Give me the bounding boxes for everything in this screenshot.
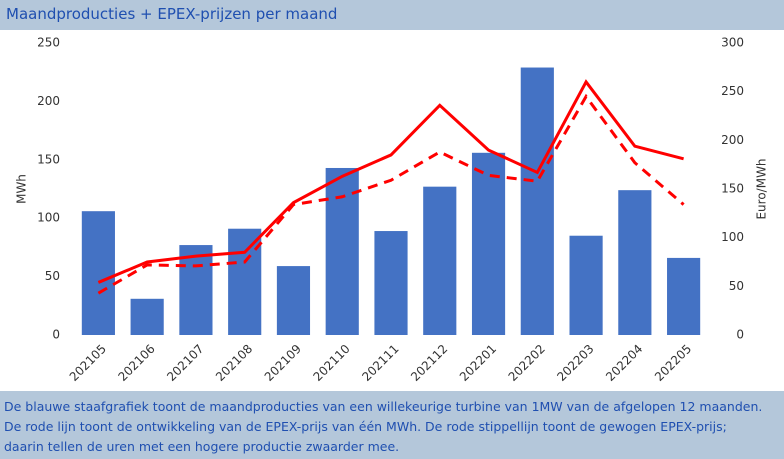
- x-tick-label: 202108: [213, 342, 255, 384]
- bar: [374, 231, 408, 335]
- y-tick-label: 250: [37, 36, 60, 50]
- caption-line: De blauwe staafgrafiek toont de maandpro…: [4, 399, 763, 414]
- x-tick-label: 202203: [554, 342, 596, 384]
- y-axis-label: MWh: [15, 174, 29, 204]
- y-tick-label: 200: [37, 94, 60, 108]
- y-tick-label: 0: [52, 328, 60, 342]
- y2-tick-label: 200: [721, 133, 744, 147]
- header-title: Maandproducties + EPEX-prijzen per maand: [0, 0, 784, 30]
- y2-tick-label: 150: [721, 182, 744, 196]
- price-line: [97, 93, 685, 295]
- x-tick-label: 202204: [603, 342, 645, 384]
- x-tick-label: 202110: [311, 342, 353, 384]
- bar: [471, 152, 506, 335]
- y2-tick-label: 250: [721, 84, 744, 98]
- x-tick-label: 202111: [359, 342, 401, 384]
- bar: [569, 235, 603, 335]
- x-tick-label: 202112: [408, 342, 450, 384]
- x-tick-label: 202107: [164, 342, 206, 384]
- bar: [81, 211, 115, 335]
- x-tick-label: 202109: [262, 342, 304, 384]
- bar: [423, 186, 457, 335]
- x-tick-label: 202105: [67, 342, 109, 384]
- bar: [667, 257, 701, 335]
- bar: [276, 266, 311, 335]
- x-tick-label: 202106: [115, 342, 157, 384]
- y2-tick-label: 50: [729, 279, 744, 293]
- caption-line: daarin tellen de uren met een hogere pro…: [4, 439, 400, 454]
- caption-line: De rode lijn toont de ontwikkeling van d…: [4, 419, 727, 434]
- x-tick-label: 202201: [457, 342, 499, 384]
- y-tick-label: 100: [37, 211, 60, 225]
- x-tick-label: 202202: [506, 342, 548, 384]
- y2-tick-label: 0: [736, 328, 744, 342]
- y2-tick-label: 100: [721, 230, 744, 244]
- caption: De blauwe staafgrafiek toont de maandpro…: [0, 391, 784, 459]
- price-line: [97, 79, 684, 284]
- bar: [130, 298, 164, 335]
- x-tick-label: 202205: [652, 342, 694, 384]
- y2-axis-label: Euro/MWh: [755, 158, 769, 219]
- chart: 0 50 100 150 200 250 0 50 100 150 200 250 300 MWh Euro…: [15, 36, 769, 384]
- bar: [228, 228, 262, 335]
- bar: [520, 67, 554, 335]
- bar: [618, 190, 652, 335]
- y-tick-label: 150: [37, 152, 60, 166]
- y2-tick-label: 300: [721, 36, 744, 50]
- y-tick-label: 50: [45, 269, 60, 283]
- bar: [179, 245, 213, 335]
